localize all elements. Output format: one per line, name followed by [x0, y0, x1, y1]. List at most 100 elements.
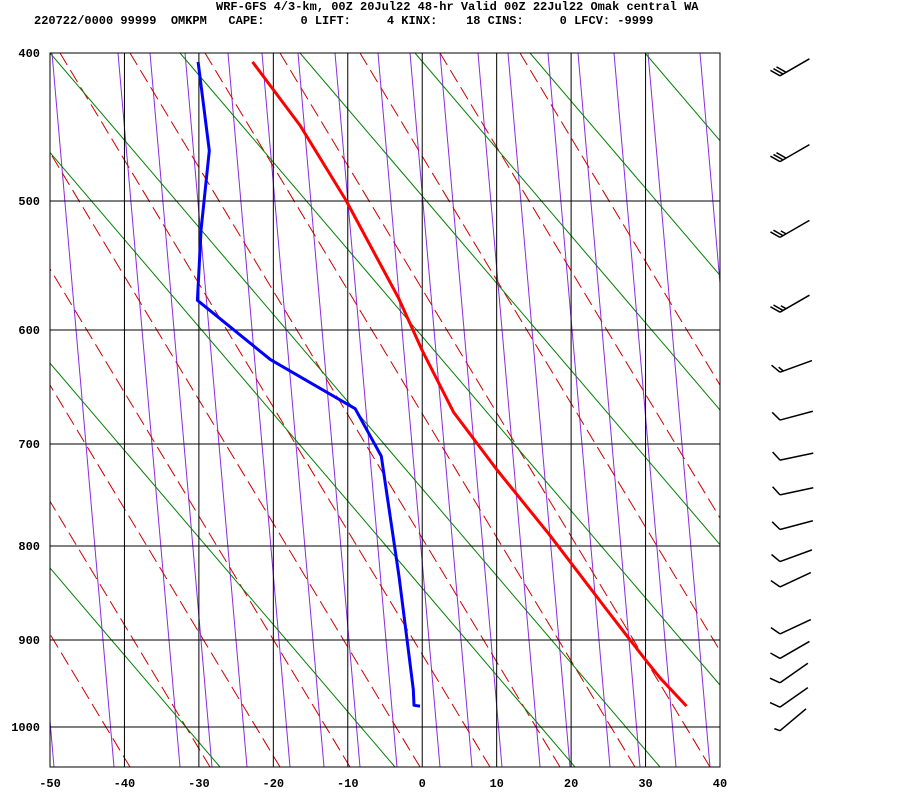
wind-barb-full: [770, 155, 781, 163]
wind-barb-half: [778, 366, 784, 372]
dry-adiabat-line: [50, 567, 221, 767]
mixing-ratio-line: [409, 53, 473, 767]
x-tick-label: 30: [638, 777, 652, 791]
x-tick-label: -10: [337, 777, 359, 791]
temperature-profile-line: [251, 61, 688, 708]
chart-subtitle-indices: 220722/0000 99999 OMKPM CAPE: 0 LIFT: 4 …: [34, 14, 654, 28]
dry-adiabat-line: [50, 362, 396, 767]
mixing-ratio-line: [507, 53, 571, 767]
y-tick-label: 1000: [11, 721, 40, 735]
wind-barb-full: [770, 69, 781, 77]
mixing-ratio-line: [577, 53, 641, 767]
mixing-ratio-line: [117, 53, 181, 767]
dry-adiabat-line: [50, 151, 576, 767]
wind-barb-staff: [779, 618, 812, 635]
wind-barb-staff: [779, 219, 810, 239]
y-tick-label: 800: [18, 540, 40, 554]
x-tick-label: -20: [263, 777, 285, 791]
wind-barb-full: [771, 553, 781, 563]
y-tick-label: 700: [18, 438, 40, 452]
wind-barb-half: [780, 230, 787, 235]
wind-barb: [770, 640, 810, 660]
dewpoint-profile-line: [195, 61, 421, 708]
moist-adiabat-line: [50, 633, 131, 767]
mixing-ratio-line: [227, 53, 291, 767]
wind-barb-staff: [779, 487, 814, 496]
x-tick-label: -40: [114, 777, 136, 791]
wind-barb-staff: [779, 687, 809, 708]
grid: [49, 52, 721, 768]
wind-barb-staff: [779, 519, 814, 531]
dry-adiabat-line: [644, 53, 720, 142]
wind-barb-full: [770, 306, 781, 313]
wind-barb-full: [770, 627, 781, 635]
wind-barb-full: [773, 153, 784, 161]
wind-barb-staff: [779, 359, 813, 373]
wind-barb: [769, 687, 809, 708]
wind-barb: [772, 451, 814, 461]
wind-barbs: [769, 58, 814, 732]
x-tick-label: -30: [188, 777, 210, 791]
x-tick-label: 10: [489, 777, 503, 791]
wind-barb: [770, 219, 810, 239]
wind-barb-full: [776, 152, 787, 159]
dry-adiabat-line: [299, 53, 720, 546]
mixing-ratio-line: [51, 53, 115, 767]
mixing-ratio-line: [297, 53, 361, 767]
wind-barb-staff: [779, 571, 812, 588]
moist-adiabat-line: [359, 53, 720, 652]
x-tick-label: 40: [713, 777, 727, 791]
wind-barb-staff: [779, 549, 813, 563]
wind-barb-full: [773, 229, 784, 237]
wind-barb-staff: [779, 294, 810, 313]
wind-barb: [769, 662, 809, 684]
wind-barb-full: [770, 580, 781, 588]
wind-barb-staff: [779, 452, 814, 461]
mixing-ratio-line: [377, 53, 441, 767]
series-layer: [195, 61, 688, 708]
x-tick-label: -50: [39, 777, 61, 791]
wind-barb-staff: [779, 143, 810, 163]
mixing-ratio-line: [149, 53, 213, 767]
wind-barb: [770, 143, 810, 163]
x-tick-label: 0: [419, 777, 426, 791]
y-tick-label: 500: [18, 195, 40, 209]
moist-adiabat-line: [439, 53, 720, 519]
wind-barb: [770, 294, 810, 313]
wind-barb-full: [770, 231, 781, 239]
wind-barb-staff: [779, 640, 810, 660]
mixing-ratio-line: [477, 53, 541, 767]
wind-barb-full: [772, 486, 781, 496]
wind-barb-staff: [779, 58, 810, 77]
mixing-ratio-line: [184, 53, 248, 767]
wind-barb: [771, 410, 814, 421]
chart-title: WRF-GFS 4/3-km, 00Z 20Jul22 48-hr Valid …: [216, 0, 699, 14]
background-lines: [50, 53, 720, 767]
wind-barb-full: [773, 304, 784, 312]
dry-adiabat-line: [50, 766, 51, 767]
mixing-ratio-line: [699, 53, 720, 290]
y-tick-label: 400: [18, 47, 40, 61]
wind-barb-full: [771, 364, 781, 373]
wind-barb-full: [769, 677, 781, 684]
mixing-ratio-line: [261, 53, 325, 767]
wind-barb-full: [771, 411, 781, 421]
x-tick-label: 20: [564, 777, 578, 791]
wind-barb-full: [771, 521, 781, 531]
wind-barb-full: [773, 67, 784, 75]
wind-barb-full: [776, 66, 787, 73]
dry-adiabat-line: [179, 53, 720, 686]
mixing-ratio-line: [439, 53, 503, 767]
moist-adiabat-line: [50, 267, 351, 767]
wind-barb-staff: [779, 708, 807, 732]
wind-barb-full: [770, 652, 781, 660]
wind-barb: [770, 618, 812, 635]
y-tick-label: 600: [18, 324, 40, 338]
dry-adiabat-line: [414, 53, 720, 411]
y-tick-label: 900: [18, 634, 40, 648]
mixing-ratio-line: [50, 715, 55, 767]
wind-barb-staff: [779, 662, 809, 684]
wind-barb-staff: [779, 410, 814, 421]
moist-adiabat-line: [519, 53, 720, 387]
